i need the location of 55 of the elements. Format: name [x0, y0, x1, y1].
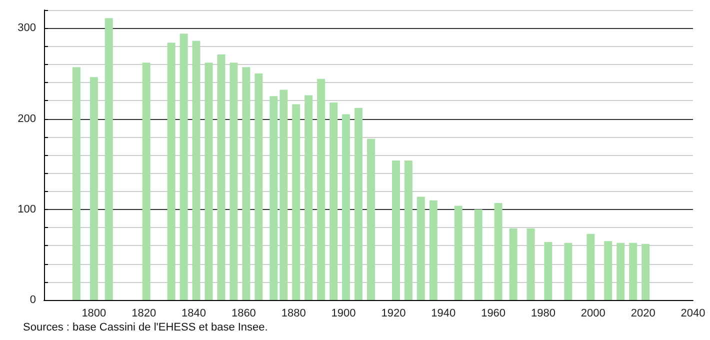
bar [280, 90, 288, 300]
bar [604, 241, 612, 300]
x-tick-label: 1820 [132, 308, 156, 320]
y-tick-label: 300 [18, 22, 36, 34]
bar [142, 62, 150, 300]
bar [254, 73, 263, 300]
x-tick-label: 2020 [630, 308, 656, 320]
y-tick-label: 0 [30, 294, 36, 306]
bar [167, 42, 176, 300]
y-tick-label: 100 [18, 203, 36, 216]
bar [292, 104, 300, 300]
bar [366, 138, 375, 300]
bar [90, 77, 98, 300]
bar [564, 242, 572, 300]
bar [642, 244, 650, 300]
bar [404, 160, 412, 300]
x-tick-label: 1940 [431, 308, 456, 320]
bar [204, 62, 213, 300]
bar [304, 95, 313, 300]
bar [192, 40, 200, 300]
bar [342, 114, 350, 300]
y-tick-label: 200 [18, 112, 36, 125]
bar [270, 96, 278, 300]
x-tick-label: 1920 [381, 308, 406, 320]
x-tick-label: 2040 [680, 308, 706, 320]
bar [494, 203, 502, 300]
bar [544, 242, 552, 300]
x-tick-label: 1960 [481, 308, 506, 320]
x-tick-label: 1860 [231, 308, 256, 320]
x-tick-label: 1840 [182, 308, 206, 320]
bar [416, 196, 425, 300]
bar [429, 200, 438, 300]
bar [474, 209, 482, 300]
bar [354, 108, 363, 300]
bar [230, 62, 238, 300]
x-tick-label: 1880 [281, 308, 306, 320]
bar [242, 67, 250, 300]
x-tick-label: 1800 [82, 308, 106, 320]
bar [317, 78, 326, 300]
x-tick-label: 2000 [580, 308, 606, 320]
bar [629, 242, 638, 300]
bar [392, 160, 400, 300]
bar [454, 206, 462, 300]
bar [104, 18, 113, 300]
x-tick-label: 1900 [331, 308, 356, 320]
bar [72, 67, 80, 300]
bar [509, 228, 518, 300]
bar [526, 228, 535, 300]
bar [180, 34, 188, 300]
bar [616, 242, 625, 300]
bar [586, 234, 595, 300]
x-tick-label: 1980 [530, 308, 556, 320]
bar [217, 54, 226, 300]
bar [330, 102, 338, 300]
source-note: Sources : base Cassini de l'EHESS et base Insee. [23, 322, 268, 334]
